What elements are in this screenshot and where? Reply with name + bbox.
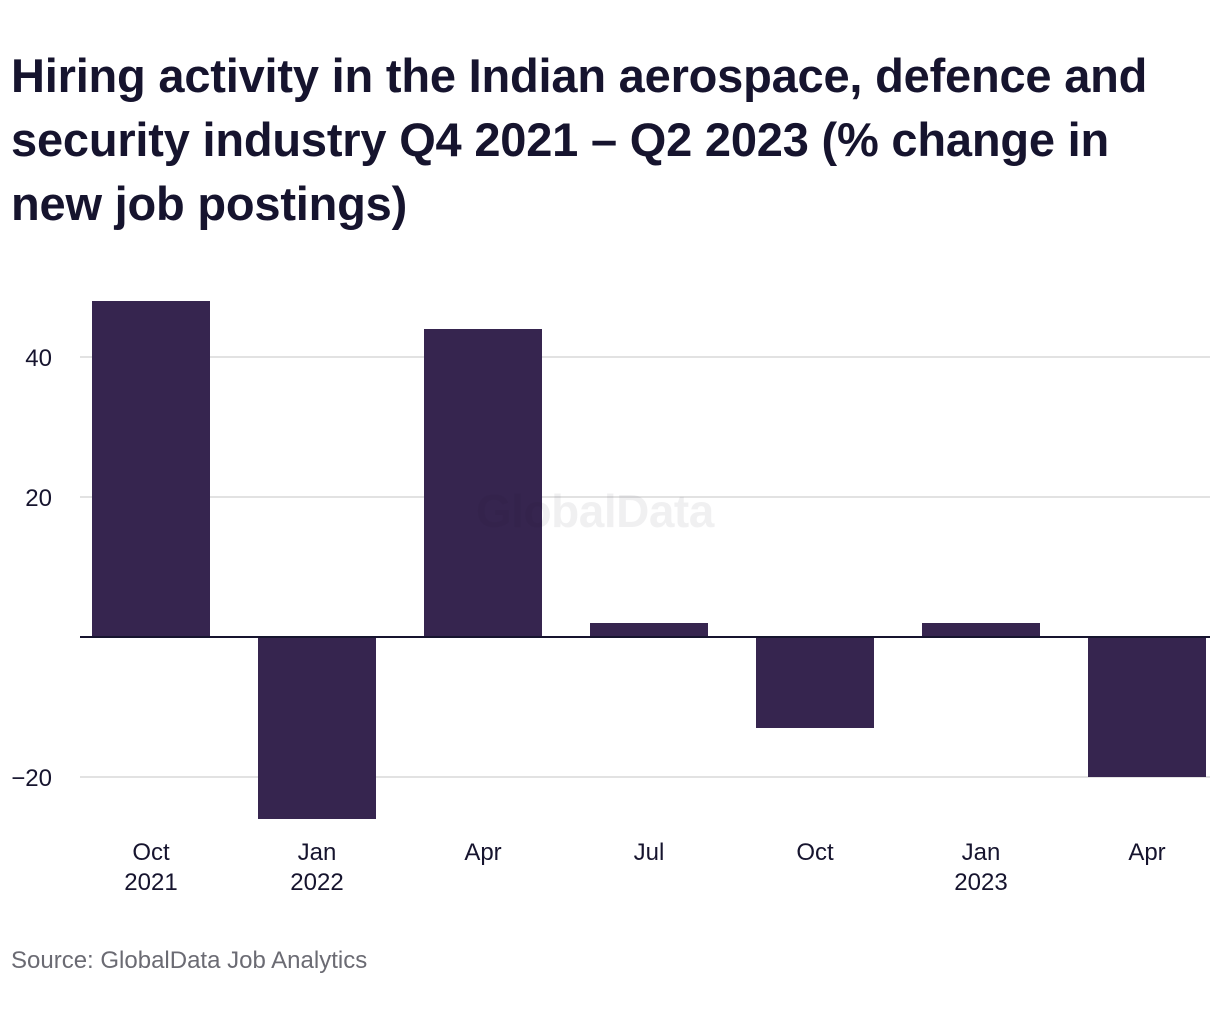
gridlines [80,356,1210,778]
x-tick-year-label: 2022 [290,869,343,896]
x-tick-label: Jul [634,839,665,866]
x-tick-label: Jan [962,839,1001,866]
x-tick-year-label: 2023 [954,869,1007,896]
y-axis-tick-labels: 40 20 −20 [11,345,52,792]
bar [590,623,708,637]
bars [92,301,1206,819]
x-tick-label: Oct [796,839,834,866]
bar [756,637,874,728]
bar [922,623,1040,637]
bar [92,301,210,637]
chart-title: Hiring activity in the Indian aerospace,… [11,49,1148,230]
y-tick-label: 20 [25,485,52,512]
x-tick-label: Oct [132,839,170,866]
x-tick-label: Apr [1128,839,1165,866]
x-axis-tick-labels: Oct 2021 Jan 2022 Apr Jul Oct Jan 2023 Apr [124,839,1165,896]
source-note: Source: GlobalData Job Analytics [11,947,368,974]
y-tick-label: 40 [25,345,52,372]
x-tick-label: Jan [298,839,337,866]
x-tick-year-label: 2021 [124,869,177,896]
bar [258,637,376,819]
bar [1088,637,1206,777]
x-tick-label: Apr [464,839,501,866]
y-tick-label: −20 [11,765,52,792]
bar [424,329,542,637]
